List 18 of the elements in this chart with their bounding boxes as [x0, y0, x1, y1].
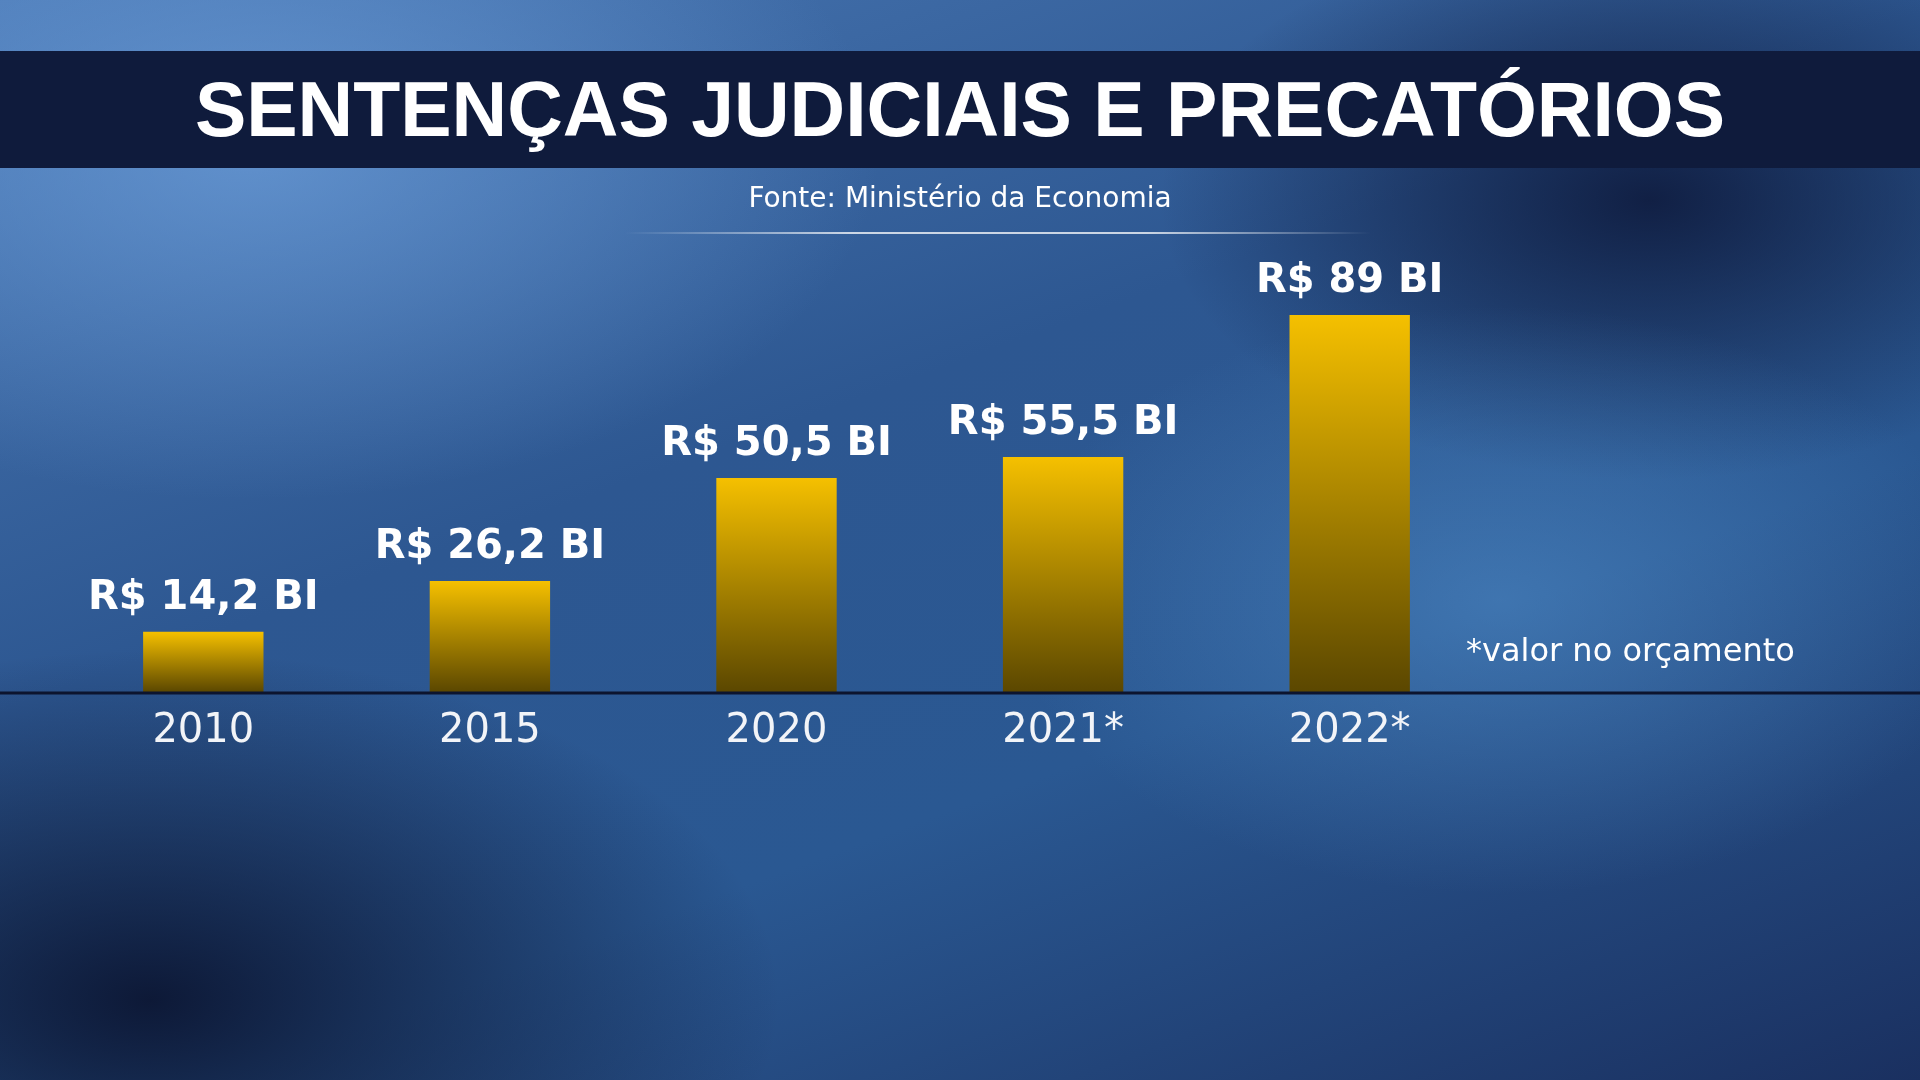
bar: [429, 581, 551, 692]
data-label: R$ 50,5 BI: [661, 418, 892, 465]
bar: [1002, 456, 1124, 692]
data-label: R$ 55,5 BI: [947, 396, 1179, 443]
data-label: R$ 14,2 BI: [88, 571, 319, 618]
x-tick-label: 2021*: [1002, 705, 1124, 752]
bar: [143, 631, 264, 692]
x-tick-label: 2020: [725, 705, 828, 752]
data-label: R$ 26,2 BI: [374, 521, 606, 568]
bar: [1289, 315, 1410, 692]
annotation: *valor no orçamento: [1466, 630, 1795, 670]
data-label: R$ 89 BI: [1255, 255, 1444, 301]
bar: [716, 478, 837, 692]
source-note: Fonte: Ministério da Economia: [747, 180, 1173, 216]
title-banner: SENTENÇAS JUDICIAIS E PRECATÓRIOS: [0, 51, 1920, 168]
x-tick-label: 2015: [439, 705, 541, 752]
x-tick-label: 2022*: [1288, 705, 1411, 752]
x-tick-label: 2010: [152, 705, 255, 752]
